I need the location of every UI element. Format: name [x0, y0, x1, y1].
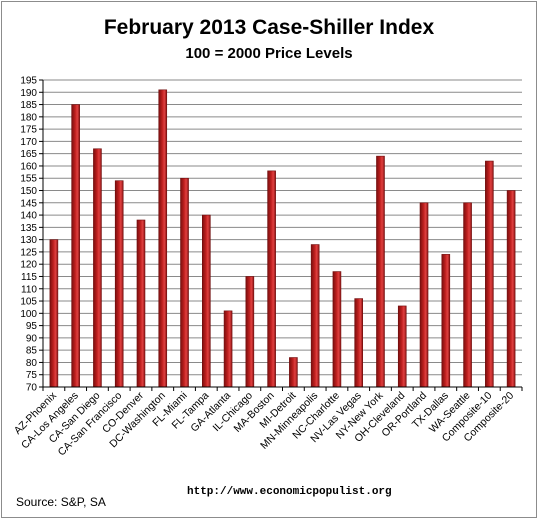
- bar: [245, 276, 255, 388]
- y-tick-label: 130: [20, 235, 37, 246]
- y-tick-label: 110: [21, 284, 37, 295]
- y-tick-label: 145: [20, 198, 37, 209]
- axes: [42, 80, 523, 391]
- chart-subtitle: 100 = 2000 Price Levels: [185, 45, 353, 62]
- bar: [397, 305, 407, 388]
- y-tick-label: 120: [20, 260, 37, 271]
- bar: [441, 254, 451, 388]
- chart-title: February 2013 Case-Shiller Index: [103, 16, 435, 39]
- y-tick-label: 165: [20, 149, 37, 160]
- bar: [71, 104, 80, 388]
- bar: [289, 357, 298, 388]
- y-tick-label: 125: [20, 247, 37, 258]
- y-tick-label: 180: [20, 112, 37, 123]
- bar: [136, 219, 146, 388]
- y-tick-label: 75: [26, 370, 38, 381]
- bar: [419, 202, 429, 388]
- bar: [506, 190, 516, 388]
- y-tick-label: 95: [26, 321, 38, 332]
- bar: [201, 214, 211, 388]
- y-tick-label: 155: [20, 174, 37, 185]
- bar: [158, 89, 168, 388]
- y-tick-label: 85: [26, 346, 38, 357]
- bar: [310, 244, 320, 388]
- y-tick-label: 160: [20, 161, 37, 172]
- source-url[interactable]: http://www.economicpopulist.org: [187, 486, 392, 498]
- y-tick-label: 135: [20, 223, 37, 234]
- y-tick-label: 105: [20, 297, 37, 308]
- y-tick-label: 190: [20, 88, 37, 99]
- y-tick-label: 70: [26, 383, 38, 394]
- bar: [49, 239, 59, 388]
- y-tick-label: 150: [20, 186, 37, 197]
- bar: [267, 170, 276, 388]
- bar: [354, 298, 364, 388]
- bars: [49, 89, 516, 388]
- bar: [332, 271, 342, 388]
- bar: [114, 180, 124, 388]
- y-tick-label: 170: [20, 137, 37, 148]
- y-tick-label: 140: [20, 211, 37, 222]
- bar: [463, 202, 472, 388]
- y-tick-label: 80: [26, 358, 38, 369]
- y-tick-label: 195: [20, 76, 37, 87]
- source-note: Source: S&P, SA: [16, 495, 106, 509]
- y-tick-label: 175: [20, 125, 37, 136]
- bar: [180, 177, 189, 388]
- y-tick-label: 115: [21, 272, 37, 283]
- bar: [376, 155, 385, 388]
- y-tick-label: 100: [20, 309, 37, 320]
- y-tick-label: 185: [20, 100, 37, 111]
- gridlines: [43, 79, 522, 388]
- y-tick-label: 90: [26, 333, 38, 344]
- bar: [485, 160, 494, 388]
- bar: [223, 310, 233, 388]
- bar: [93, 148, 102, 388]
